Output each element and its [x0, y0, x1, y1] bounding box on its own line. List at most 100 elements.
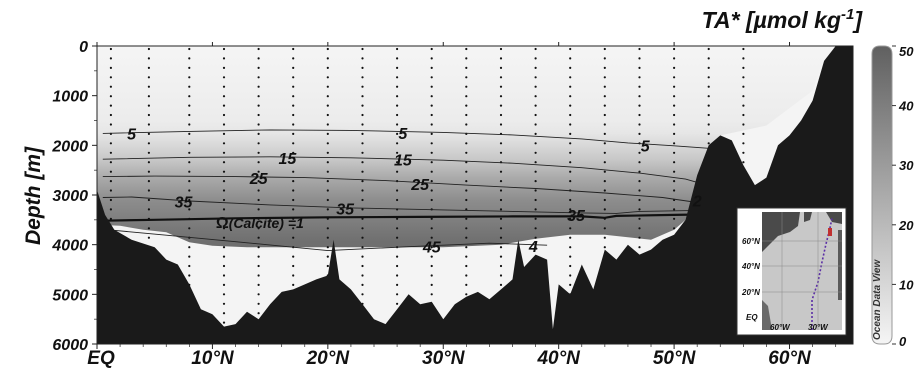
station-dot — [569, 151, 572, 154]
station-dot — [109, 180, 112, 183]
station-dot — [673, 95, 676, 98]
station-dot — [222, 227, 226, 230]
station-dot — [222, 161, 226, 164]
inset-map: 60°N 40°N 20°N EQ 60°W 30°W — [736, 207, 847, 336]
y-tick-label: 4000 — [51, 238, 88, 255]
station-dot — [147, 236, 150, 239]
station-dot — [109, 198, 112, 202]
contour-label-5: 5 — [641, 138, 651, 155]
station-dot — [499, 66, 503, 69]
station-dot — [396, 132, 399, 135]
station-dot — [257, 85, 260, 88]
station-dot — [534, 85, 537, 88]
station-dot — [534, 132, 537, 135]
contour-label-25: 25 — [249, 171, 269, 188]
station-dot — [707, 95, 710, 98]
station-dot — [257, 312, 260, 315]
station-dot — [534, 104, 537, 107]
station-dot — [109, 57, 112, 60]
station-dot — [361, 76, 364, 79]
station-dot — [430, 274, 433, 277]
station-dot — [222, 321, 226, 324]
station-dot — [396, 57, 399, 60]
inset-lat-60n: 60°N — [742, 237, 760, 246]
station-dot — [673, 123, 676, 126]
station-dot — [396, 85, 399, 88]
station-dot — [673, 113, 676, 117]
station-dot — [569, 113, 572, 117]
station-dot — [292, 66, 295, 69]
station-dot — [222, 283, 226, 286]
station-dot — [147, 57, 150, 60]
station-dot — [396, 76, 399, 79]
station-dot — [603, 132, 606, 135]
station-dot — [499, 151, 503, 154]
station-dot — [292, 274, 295, 277]
station-dot — [430, 293, 433, 296]
station-dot — [257, 198, 260, 202]
station-dot — [257, 264, 260, 268]
station-dot — [257, 302, 260, 305]
inset-land-africa — [838, 230, 842, 300]
station-dot — [326, 151, 329, 154]
station-dot — [361, 123, 364, 126]
chart-title: TA* [µmol kg-1] — [702, 6, 864, 33]
station-dot — [673, 132, 676, 135]
station-dot — [465, 255, 468, 258]
station-dot — [465, 76, 468, 79]
station-dot — [430, 123, 433, 126]
station-dot — [396, 302, 399, 305]
station-dot — [109, 208, 112, 211]
station-dot — [534, 246, 537, 249]
colorbar: Ocean Data View 0 10 20 30 40 50 — [871, 44, 914, 349]
station-dot — [603, 180, 606, 183]
station-dot — [707, 132, 710, 135]
station-dot — [222, 170, 226, 173]
station-dot — [361, 274, 364, 277]
station-dot — [396, 293, 399, 296]
station-dot — [326, 264, 329, 268]
station-dot — [326, 208, 329, 211]
station-dot — [430, 198, 433, 202]
station-dot — [499, 123, 503, 126]
station-dot — [147, 123, 150, 126]
station-dot — [109, 113, 112, 117]
station-dot — [465, 95, 468, 98]
station-dot — [396, 113, 399, 117]
station-dot — [603, 95, 606, 98]
station-dot — [534, 236, 537, 239]
station-dot — [430, 95, 433, 98]
station-dot — [465, 85, 468, 88]
station-dot — [430, 189, 433, 192]
station-dot — [569, 264, 572, 268]
station-dot — [222, 302, 226, 305]
station-dot — [396, 283, 399, 286]
x-tick-label: 50°N — [653, 348, 697, 369]
station-dot — [499, 95, 503, 98]
station-dot — [147, 142, 150, 145]
station-dot — [147, 104, 150, 107]
station-dot — [292, 85, 295, 88]
station-dot — [499, 283, 503, 286]
inset-marker — [828, 228, 832, 236]
station-dot — [396, 123, 399, 126]
station-dot — [109, 104, 112, 107]
station-dot — [292, 47, 295, 51]
station-dot — [430, 57, 433, 60]
station-dot — [465, 246, 468, 249]
inset-land-greenland — [804, 212, 812, 222]
station-dot — [673, 161, 676, 164]
station-dot — [326, 198, 329, 202]
station-dot — [569, 57, 572, 60]
station-dot — [673, 85, 676, 88]
station-dot — [569, 76, 572, 79]
station-dot — [109, 161, 112, 164]
contour-lines — [97, 129, 709, 252]
x-tick-label: 20°N — [306, 348, 351, 369]
station-dot — [638, 76, 641, 79]
station-dot — [361, 283, 364, 286]
contour-label-35: 35 — [336, 201, 355, 218]
station-dot — [257, 76, 260, 79]
station-dot — [292, 161, 295, 164]
station-dot — [673, 47, 676, 51]
